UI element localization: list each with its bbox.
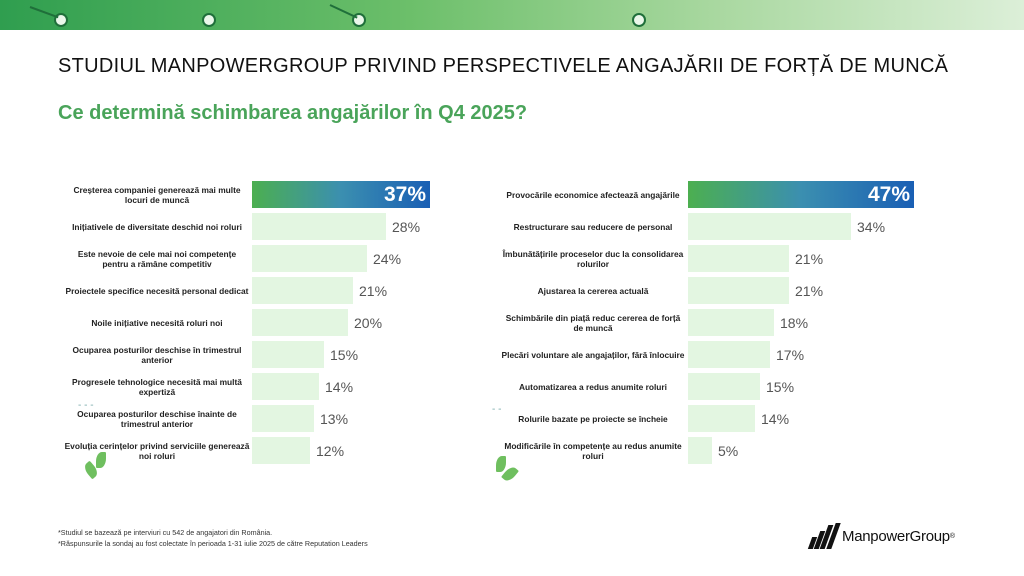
category-label: Provocările economice afectează angajări…: [506, 189, 680, 200]
category-label: Plecări voluntare ale angajaților, fără …: [501, 349, 685, 360]
value-label: 5%: [718, 443, 739, 459]
bar: [688, 341, 770, 368]
bar: [252, 213, 386, 240]
bar: [688, 277, 789, 304]
value-label: 14%: [761, 411, 790, 427]
category-label: Evoluția cerințelor privind serviciile g…: [64, 440, 250, 461]
circle-decoration-icon: [632, 13, 646, 27]
circle-decoration-icon: [202, 13, 216, 27]
chart-row: Rolurile bazate pe proiecte se încheie 14…: [500, 404, 940, 434]
footnote-line: *Studiul se bazează pe interviuri cu 542…: [58, 528, 273, 537]
value-label: 28%: [392, 219, 421, 235]
category-label: Ocuparea posturilor deschise în trimestr…: [72, 344, 242, 365]
logo-text: ManpowerGroup: [842, 527, 950, 545]
category-label: Creșterea companiei generează mai multe …: [73, 184, 241, 205]
value-label: 37%: [384, 183, 427, 206]
value-label: 21%: [359, 283, 388, 299]
chart-row: Evoluția cerințelor privind serviciile g…: [64, 436, 504, 466]
bar: [252, 373, 319, 400]
footnote-line: *Răspunsurile la sondaj au fost colectat…: [58, 538, 368, 548]
chart-row: Automatizarea a redus anumite roluri 15%: [500, 372, 940, 402]
category-label: Ajustarea la cererea actuală: [537, 285, 649, 296]
chart-row: Schimbările din piață reduc cererea de f…: [500, 308, 940, 338]
chart-row: Plecări voluntare ale angajaților, fără …: [500, 340, 940, 370]
category-label: Progresele tehnologice necesită mai mult…: [72, 376, 242, 397]
category-label: Este nevoie de cele mai noi competențe p…: [77, 248, 237, 269]
value-label: 24%: [373, 251, 402, 267]
chart-row: Provocările economice afectează angajări…: [500, 180, 940, 210]
bar: [252, 181, 430, 208]
bar: [252, 309, 348, 336]
category-label: Noile inițiative necesită roluri noi: [91, 317, 223, 328]
page-subtitle: Ce determină schimbarea angajărilor în Q…: [58, 102, 528, 124]
bar: [252, 405, 314, 432]
category-label: Automatizarea a redus anumite roluri: [519, 381, 667, 392]
registered-mark: ®: [949, 532, 955, 540]
category-label: Rolurile bazate pe proiecte se încheie: [518, 413, 668, 424]
chart-row: Inițiativele de diversitate deschid noi …: [64, 212, 504, 242]
value-label: 21%: [795, 283, 824, 299]
manpowergroup-mark-icon: [807, 523, 841, 549]
chart-row: Noile inițiative necesită roluri noi 20%: [64, 308, 504, 338]
chart-row: Îmbunătățirile proceselor duc la consoli…: [500, 244, 940, 274]
bar: [688, 213, 851, 240]
value-label: 15%: [330, 347, 359, 363]
chart-row: Ocuparea posturilor deschise în trimestr…: [64, 340, 504, 370]
category-label: Îmbunătățirile proceselor duc la consoli…: [502, 248, 684, 269]
value-label: 12%: [316, 443, 345, 459]
chart-row: Restructurare sau reducere de personal 34…: [500, 212, 940, 242]
bar: [252, 245, 367, 272]
chart-row: Modificările în competențe au redus anum…: [500, 436, 940, 466]
value-label: 18%: [780, 315, 809, 331]
value-label: 47%: [868, 183, 911, 206]
bar: [252, 437, 310, 464]
chart-row: Creșterea companiei generează mai multe …: [64, 180, 504, 210]
chart-row: Progresele tehnologice necesită mai mult…: [64, 372, 504, 402]
value-label: 20%: [354, 315, 383, 331]
category-label: Modificările în competențe au redus anum…: [504, 440, 682, 461]
bar: [252, 341, 324, 368]
leaf-icon: [496, 456, 506, 472]
dash-decoration: - -: [492, 404, 502, 415]
value-label: 21%: [795, 251, 824, 267]
value-label: 13%: [320, 411, 349, 427]
chart-row: Proiectele specifice necesită personal d…: [64, 276, 504, 306]
footnotes: *Studiul se bazează pe interviuri cu 542…: [58, 528, 368, 550]
bar: [688, 373, 760, 400]
value-label: 34%: [857, 219, 886, 235]
bar: [688, 245, 789, 272]
top-decorative-band: [0, 0, 1024, 30]
chart-row: Este nevoie de cele mai noi competențe p…: [64, 244, 504, 274]
category-label: Restructurare sau reducere de personal: [513, 221, 673, 232]
leaf-icon: [96, 452, 106, 468]
value-label: 14%: [325, 379, 354, 395]
category-label: Proiectele specifice necesită personal d…: [65, 285, 249, 296]
bar: [688, 309, 774, 336]
bar: [252, 277, 353, 304]
chart-row: Ajustarea la cererea actuală 21%: [500, 276, 940, 306]
manpowergroup-logo: ManpowerGroup ®: [807, 521, 958, 551]
bar: [688, 437, 712, 464]
dash-decoration: - - -: [78, 400, 94, 411]
page-title: STUDIUL MANPOWERGROUP PRIVIND PERSPECTIV…: [58, 55, 949, 77]
category-label: Inițiativele de diversitate deschid noi …: [72, 221, 242, 232]
category-label: Ocuparea posturilor deschise înainte de …: [77, 408, 237, 429]
chart-row: Ocuparea posturilor deschise înainte de …: [64, 404, 504, 434]
value-label: 15%: [766, 379, 795, 395]
bar: [688, 405, 755, 432]
value-label: 17%: [776, 347, 805, 363]
bar: [688, 181, 914, 208]
category-label: Schimbările din piață reduc cererea de f…: [505, 312, 681, 333]
